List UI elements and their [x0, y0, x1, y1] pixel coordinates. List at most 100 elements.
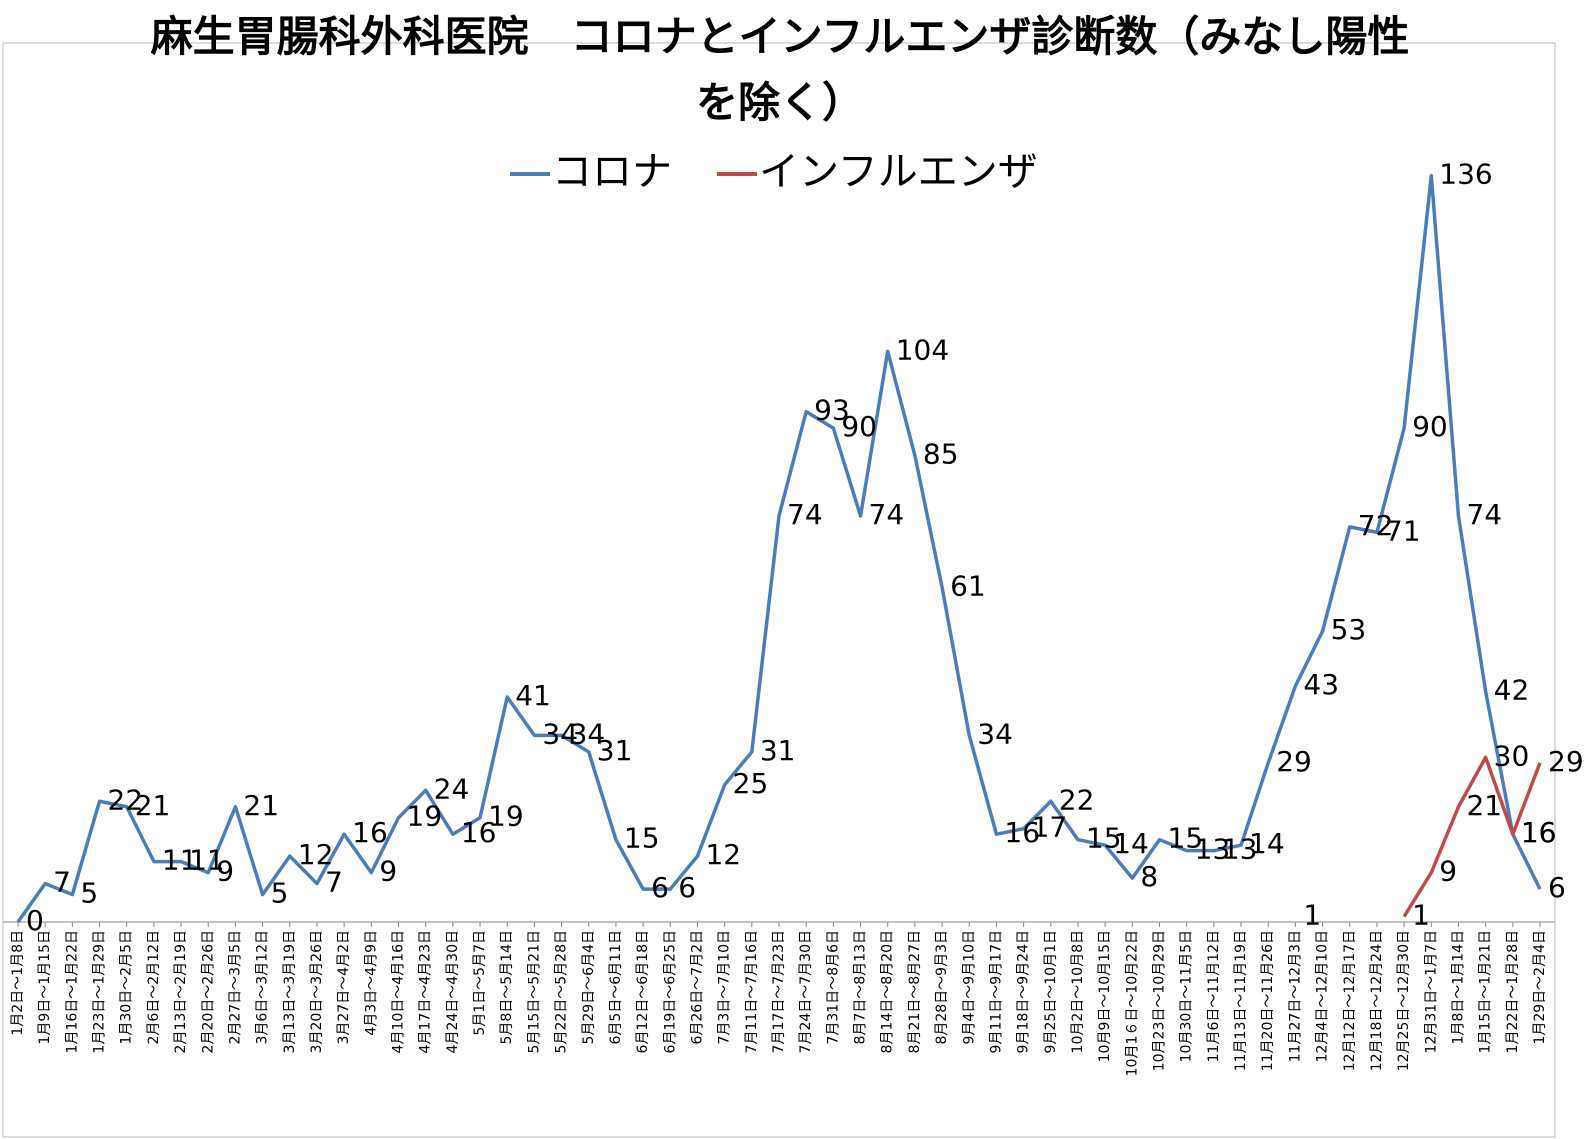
x-tick-label: 1月30日～2月5日	[119, 930, 135, 1045]
data-label: 11	[162, 844, 198, 877]
x-tick-label: 5月8日～5月14日	[499, 930, 515, 1045]
x-tick-label: 10月9日～10月15日	[1097, 930, 1113, 1062]
x-tick-label: 2月13日～2月19日	[173, 930, 189, 1053]
data-label: 5	[80, 877, 98, 910]
x-tick-label: 6月5日～6月11日	[608, 930, 624, 1045]
data-label: 136	[1439, 158, 1492, 191]
x-tick-label: 1月23日～1月29日	[92, 930, 108, 1053]
data-label: 53	[1331, 613, 1367, 646]
data-label: 6	[678, 871, 696, 904]
data-label: 72	[1358, 509, 1394, 542]
data-label: 41	[515, 679, 551, 712]
x-tick-label: 2月6日～2月12日	[146, 930, 162, 1045]
x-tick-label: 11月27日～12月3日	[1287, 930, 1303, 1062]
data-label: 15	[1086, 822, 1122, 855]
x-tick-label: 5月1日～5月7日	[472, 930, 488, 1036]
data-label: 16	[1004, 816, 1040, 849]
x-tick-label: 5月29日～6月4日	[581, 930, 597, 1045]
x-tick-label: 1月9日～1月15日	[37, 930, 53, 1045]
data-label: 16	[1521, 816, 1557, 849]
data-label: 5	[271, 877, 289, 910]
data-label: 14	[1113, 827, 1149, 860]
x-tick-label: 10月30日～11月5日	[1179, 930, 1195, 1062]
data-label: 34	[977, 717, 1013, 750]
data-label: 31	[760, 734, 796, 767]
x-tick-label: 1月15日～1月21日	[1478, 930, 1494, 1053]
data-label: 16	[1521, 816, 1557, 849]
data-label: 21	[243, 789, 279, 822]
data-label: 21	[1466, 789, 1502, 822]
data-label: 19	[488, 800, 524, 833]
data-label: 0	[26, 904, 44, 937]
x-tick-label: 2月20日～2月26日	[200, 930, 216, 1053]
legend-label: コロナ	[552, 149, 672, 195]
x-tick-label: 2月27日～3月5日	[227, 930, 243, 1045]
data-label: 90	[1412, 410, 1448, 443]
x-tick-label: 12月4日～12月10日	[1315, 930, 1331, 1062]
data-label: 71	[1385, 514, 1421, 547]
x-tick-label: 11月6日～11月12日	[1206, 930, 1222, 1062]
data-label: 13	[1195, 833, 1231, 866]
data-label: 61	[950, 569, 986, 602]
data-label: 93	[814, 394, 850, 427]
data-label: 1	[1303, 899, 1321, 932]
data-label: 7	[325, 866, 343, 899]
x-tick-label: 8月14日～8月20日	[880, 930, 896, 1053]
series-line	[16, 173, 1542, 924]
x-tick-label: 8月7日～8月13日	[853, 930, 869, 1045]
x-tick-label: 12月25日～12月30日	[1396, 930, 1412, 1071]
x-tick-label: 3月13日～3月19日	[282, 930, 298, 1053]
x-tick-label: 6月19日～6月25日	[662, 930, 678, 1053]
data-label: 29	[1548, 745, 1584, 778]
data-label: 16	[461, 816, 497, 849]
x-tick-label: 10月1６日～10月22日	[1124, 930, 1140, 1076]
x-tick-label: 3月27日～4月2日	[336, 930, 352, 1045]
data-label: 15	[1168, 822, 1204, 855]
data-label: 6	[1548, 871, 1566, 904]
data-label: 9	[379, 855, 397, 888]
x-tick-label: 7月3日～7月10日	[717, 930, 733, 1045]
data-label: 24	[434, 772, 470, 805]
x-tick-label: 6月26日～7月2日	[689, 930, 705, 1045]
x-tick-label: 12月12日～12月17日	[1342, 930, 1358, 1071]
data-label: 15	[624, 822, 660, 855]
data-label: 21	[135, 789, 171, 822]
x-tick-label: 7月24日～7月30日	[798, 930, 814, 1053]
data-label: 90	[841, 410, 877, 443]
x-tick-label: 8月21日～8月27日	[907, 930, 923, 1053]
x-tick-label: 8月28日～9月3日	[934, 930, 950, 1045]
data-label: 13	[1222, 833, 1258, 866]
x-tick-label: 1月29日～2月4日	[1532, 930, 1548, 1045]
x-tick-label: 9月18日～9月24日	[1016, 930, 1032, 1053]
data-label: 25	[733, 767, 769, 800]
x-tick-label: 7月11日～7月16日	[744, 930, 760, 1053]
x-tick-label: 4月24日～4月30日	[445, 930, 461, 1053]
x-tick-label: 1月22日～1月28日	[1505, 930, 1521, 1053]
x-tick-label: 6月12日～6月18日	[635, 930, 651, 1053]
legend-label: インフルエンザ	[759, 149, 1038, 195]
data-label: 22	[1059, 783, 1095, 816]
data-label: 16	[352, 816, 388, 849]
data-label: 42	[1494, 674, 1530, 707]
series-line	[1402, 755, 1542, 918]
data-label: 34	[570, 717, 606, 750]
data-label: 14	[1249, 827, 1285, 860]
x-tick-label: 9月25日～10月1日	[1043, 930, 1059, 1053]
x-tick-label: 5月15日～5月21日	[526, 930, 542, 1053]
data-label: 8	[1140, 860, 1158, 893]
data-label: 12	[298, 838, 334, 871]
x-tick-label: 11月13日～11月19日	[1233, 930, 1249, 1071]
data-label: 7	[53, 866, 71, 899]
data-label: 17	[1032, 811, 1068, 844]
x-tick-label: 4月10日～4月16日	[391, 930, 407, 1053]
data-label: 30	[1494, 739, 1530, 772]
data-label: 43	[1303, 668, 1339, 701]
x-tick-label: 3月20日～3月26日	[309, 930, 325, 1053]
data-label: 12	[705, 838, 741, 871]
data-label: 11	[189, 844, 225, 877]
x-tick-label: 11月20日～11月26日	[1260, 930, 1276, 1071]
x-tick-label: 1月2日～1月8日	[10, 930, 26, 1036]
data-label: 9	[216, 855, 234, 888]
